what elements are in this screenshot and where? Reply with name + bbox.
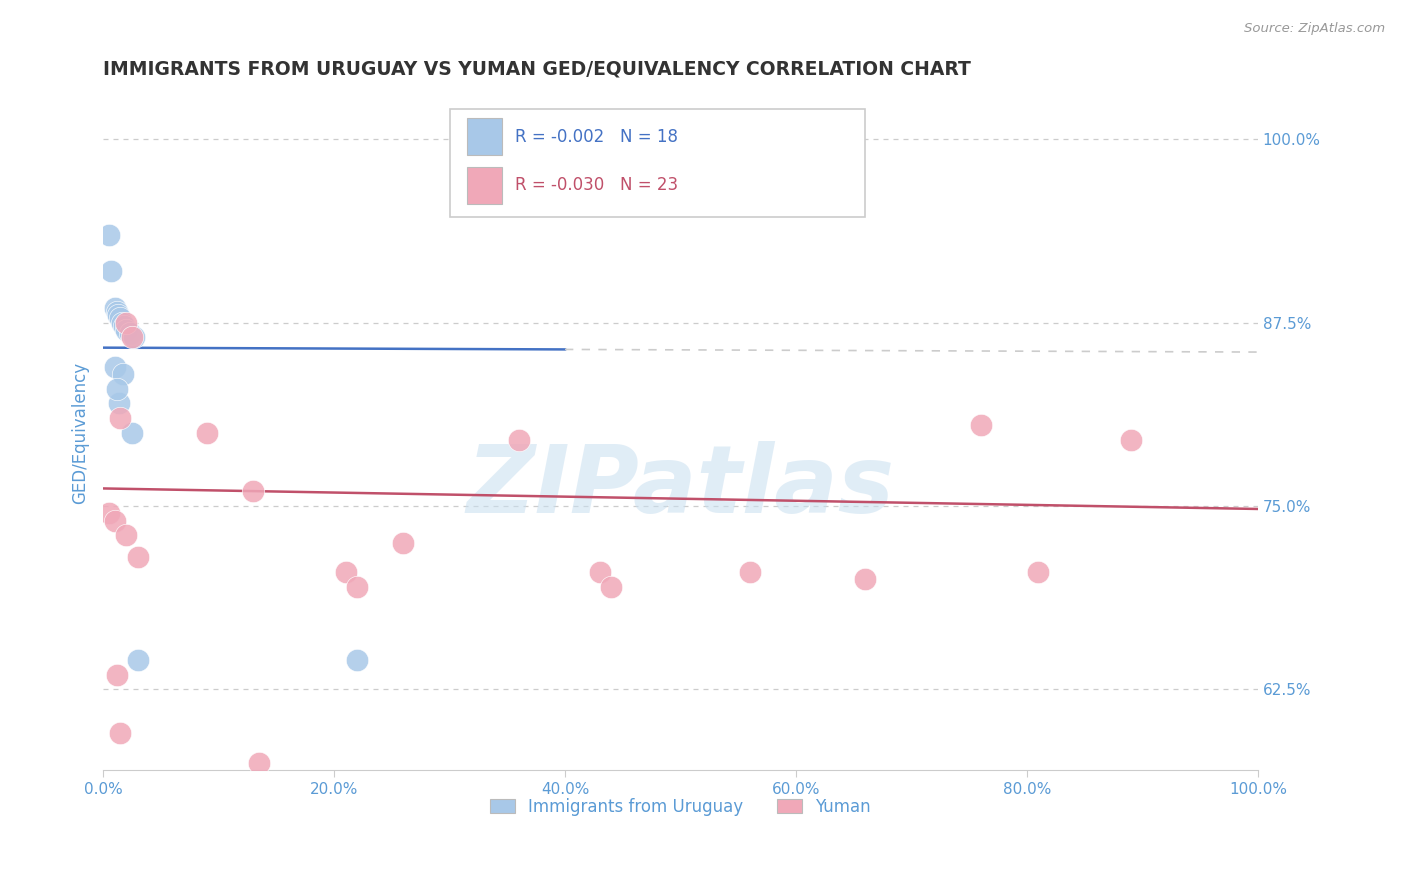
Point [112, 318, 135, 333]
Point [588, 565, 610, 579]
Text: R = -0.002   N = 18: R = -0.002 N = 18 [516, 128, 678, 145]
Point [110, 316, 132, 330]
Point [97, 227, 120, 242]
Point [115, 323, 138, 337]
Point [1028, 565, 1050, 579]
Point [738, 565, 761, 579]
Point [600, 580, 623, 594]
Point [335, 565, 357, 579]
Point [1119, 433, 1142, 447]
Point [105, 305, 128, 319]
Point [107, 309, 129, 323]
Bar [467, 119, 502, 155]
Y-axis label: GED/Equivalency: GED/Equivalency [72, 361, 89, 504]
Point [508, 433, 530, 447]
Point [346, 653, 368, 667]
FancyBboxPatch shape [450, 109, 865, 217]
Point [853, 573, 876, 587]
Text: ZIPatlas: ZIPatlas [467, 441, 894, 533]
Point [105, 382, 128, 396]
Bar [467, 167, 502, 204]
Point [115, 316, 138, 330]
Point [97, 507, 120, 521]
Point [346, 580, 368, 594]
Point [108, 396, 131, 410]
Point [195, 425, 218, 440]
Text: Source: ZipAtlas.com: Source: ZipAtlas.com [1244, 22, 1385, 36]
Point [124, 330, 146, 344]
Point [118, 326, 141, 340]
Text: R = -0.030   N = 23: R = -0.030 N = 23 [516, 177, 679, 194]
Point [127, 550, 149, 565]
Point [110, 726, 132, 740]
Point [110, 311, 132, 326]
Point [970, 418, 993, 433]
Point [121, 425, 143, 440]
Point [104, 514, 127, 528]
Point [100, 264, 122, 278]
Point [110, 411, 132, 425]
Point [247, 756, 270, 770]
Point [115, 528, 138, 542]
Point [111, 367, 134, 381]
Point [105, 667, 128, 681]
Point [127, 653, 149, 667]
Point [392, 535, 415, 549]
Point [242, 484, 264, 499]
Point [121, 330, 143, 344]
Point [104, 359, 127, 374]
Legend: Immigrants from Uruguay, Yuman: Immigrants from Uruguay, Yuman [484, 791, 877, 822]
Point [104, 301, 127, 315]
Text: IMMIGRANTS FROM URUGUAY VS YUMAN GED/EQUIVALENCY CORRELATION CHART: IMMIGRANTS FROM URUGUAY VS YUMAN GED/EQU… [103, 60, 972, 78]
